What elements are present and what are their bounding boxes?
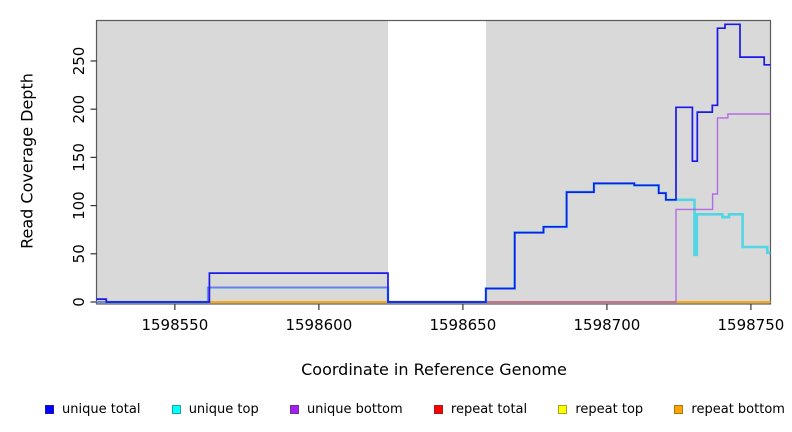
legend: unique total unique top unique bottom repea… [45, 398, 785, 420]
y-tick-label: 250 [70, 47, 88, 76]
legend-swatch-icon [289, 404, 299, 414]
legend-swatch-icon [45, 404, 54, 414]
y-tick-label: 200 [70, 95, 88, 124]
legend-item-repeat-bottom: repeat bottom [674, 402, 785, 417]
x-tick-label: 1598550 [141, 316, 208, 334]
x-tick-label: 1598650 [429, 316, 496, 334]
legend-swatch-icon [558, 404, 568, 414]
y-tick-label: 100 [70, 191, 88, 220]
y-tick-label: 150 [70, 143, 88, 172]
legend-label: unique bottom [306, 401, 403, 417]
legend-label: repeat bottom [691, 401, 785, 417]
legend-swatch-icon [433, 404, 443, 414]
y-axis-title: Read Coverage Depth [17, 73, 37, 249]
plot-frame [95, 19, 772, 305]
legend-label: unique top [188, 401, 259, 417]
y-tick-label: 50 [70, 244, 88, 263]
x-tick-label: 1598700 [573, 316, 640, 334]
x-axis-title: Coordinate in Reference Genome [301, 360, 567, 379]
legend-swatch-icon [171, 404, 181, 414]
y-tick-label: 0 [70, 297, 88, 307]
series-line-unique-total [96, 23, 771, 303]
legend-item-repeat-total: repeat total [433, 401, 528, 417]
x-tick-label: 1598750 [718, 316, 785, 334]
x-tick-label: 1598600 [285, 316, 352, 334]
legend-item-unique-bottom: unique bottom [289, 401, 403, 417]
legend-label: repeat total [450, 401, 528, 417]
legend-item-unique-total: unique total [45, 402, 140, 417]
legend-swatch-icon [674, 404, 684, 414]
legend-label: unique total [62, 401, 141, 417]
legend-item-repeat-top: repeat top [558, 402, 643, 417]
series-line-unique-bottom [96, 113, 771, 303]
masked-region [387, 20, 486, 302]
legend-item-unique-top: unique top [171, 401, 259, 417]
legend-label: repeat top [575, 401, 644, 417]
